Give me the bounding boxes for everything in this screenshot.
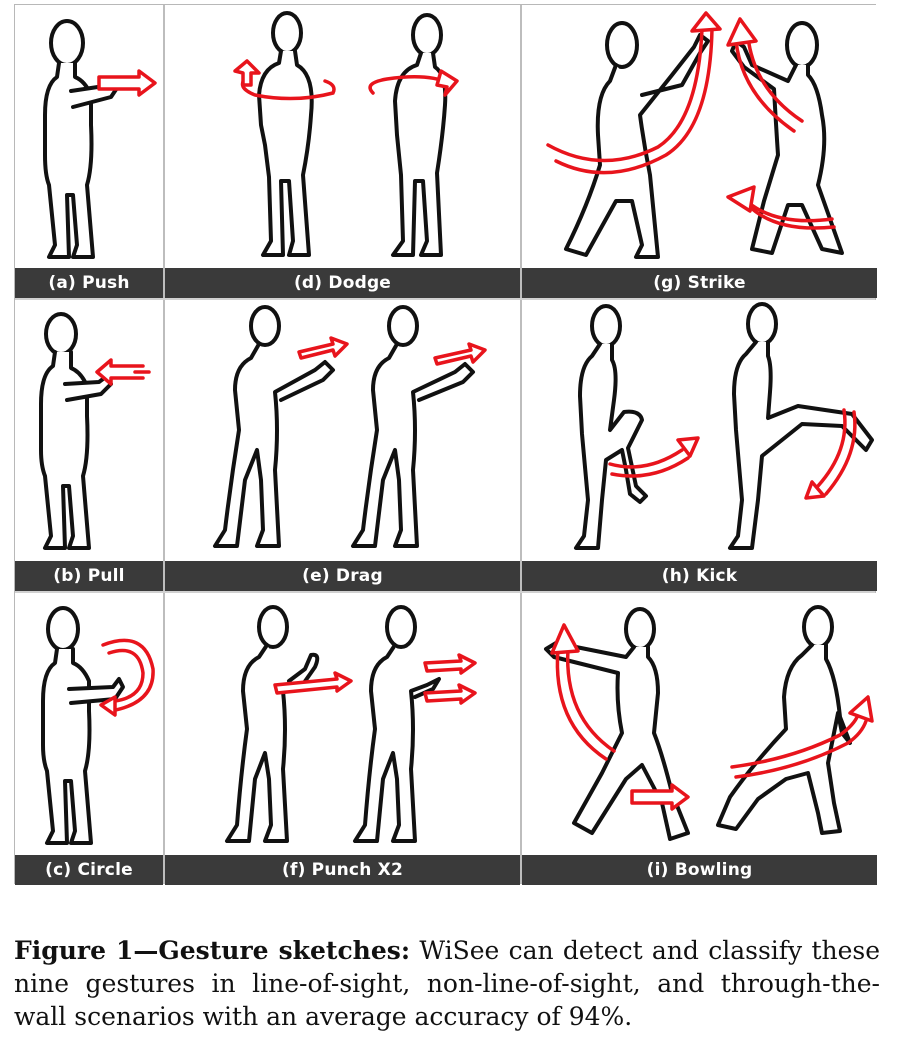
- panel-dodge: (d) Dodge: [165, 5, 520, 298]
- pull-sketch: [39, 312, 151, 550]
- panel-label: (a) Push: [15, 268, 163, 298]
- panel-circle: (c) Circle: [15, 593, 163, 885]
- panel-label: (i) Bowling: [522, 855, 877, 885]
- panel-kick: (h) Kick: [522, 300, 877, 591]
- push-sketch: [43, 19, 157, 259]
- gesture-figure-grid: (a) Push (b) Pull (c) Circle: [14, 4, 877, 885]
- punch-x2-sketch: [225, 605, 477, 843]
- panel-push: (a) Push: [15, 5, 163, 298]
- circle-sketch: [41, 606, 155, 845]
- drag-sketch: [213, 305, 487, 548]
- bowling-sketch: [544, 605, 874, 841]
- panel-pull: (b) Pull: [15, 300, 163, 591]
- panel-punch-x2: (f) Punch X2: [165, 593, 520, 885]
- panel-label: (b) Pull: [15, 561, 163, 591]
- panel-label: (h) Kick: [522, 561, 877, 591]
- caption-title: Figure 1—Gesture sketches:: [14, 936, 411, 965]
- caption-text: WiSee can detect and classify these nine…: [14, 936, 881, 1031]
- panel-strike: (g) Strike: [522, 5, 877, 298]
- panel-label: (c) Circle: [15, 855, 163, 885]
- figure-caption: Figure 1—Gesture sketches: WiSee can det…: [14, 934, 880, 1033]
- panel-label: (d) Dodge: [165, 268, 520, 298]
- panel-label: (g) Strike: [522, 268, 877, 298]
- panel-bowling: (i) Bowling: [522, 593, 877, 885]
- strike-sketch: [546, 11, 844, 259]
- panel-drag: (e) Drag: [165, 300, 520, 591]
- panel-label: (e) Drag: [165, 561, 520, 591]
- kick-sketch: [574, 302, 874, 550]
- dodge-sketch: [233, 11, 459, 257]
- panel-label: (f) Punch X2: [165, 855, 520, 885]
